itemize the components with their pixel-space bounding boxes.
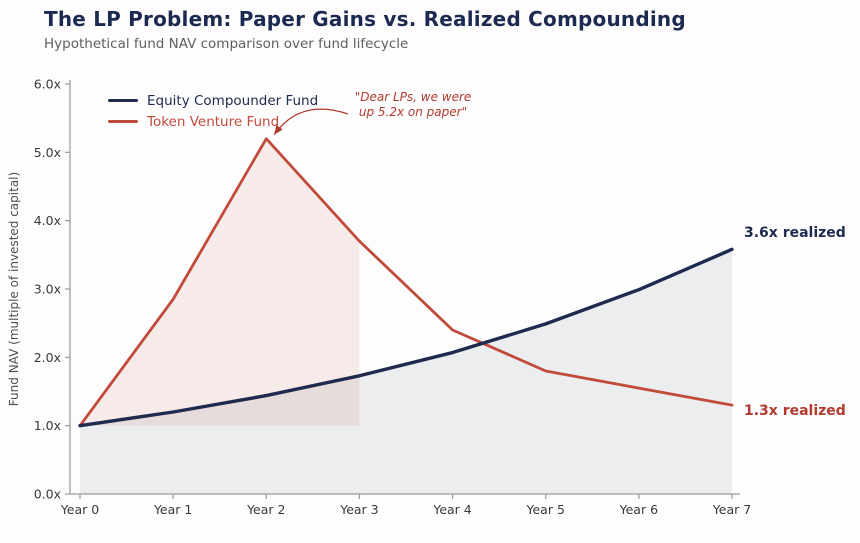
y-tick-label: 5.0x [34, 145, 61, 160]
y-tick-label: 2.0x [34, 350, 61, 365]
equity-fill-area [80, 249, 732, 494]
token-realized-label: 1.3x realized [744, 403, 846, 419]
equity-line-swatch [108, 99, 138, 102]
token-line [78, 137, 734, 428]
token-line-swatch [108, 120, 138, 123]
y-axis-title: Fund NAV (multiple of invested capital) [7, 171, 21, 407]
x-tick-label: Year 4 [432, 502, 471, 517]
y-tick-label: 0.0x [34, 487, 61, 502]
token-fill-area [80, 138, 360, 426]
annotation-line-1: "Dear LPs, we were [354, 90, 472, 104]
x-tick-label: Year 7 [712, 502, 751, 517]
paper-gain-annotation: "Dear LPs, we were up 5.2x on paper" [338, 90, 488, 119]
page-title: The LP Problem: Paper Gains vs. Realized… [44, 7, 686, 31]
y-tick-label: 1.0x [34, 418, 61, 433]
x-tick-label: Year 3 [339, 502, 378, 517]
page-subtitle: Hypothetical fund NAV comparison over fu… [44, 36, 409, 52]
x-tick-label: Year 1 [153, 502, 192, 517]
legend-item-equity-compounder-fund: Equity Compounder Fund [108, 90, 318, 111]
x-tick-label: Year 5 [526, 502, 565, 517]
y-tick-label: 6.0x [34, 77, 61, 92]
annotation-line-2: up 5.2x on paper" [358, 104, 468, 119]
x-tick-label: Year 2 [246, 502, 285, 517]
x-tick-label: Year 6 [619, 502, 658, 517]
chart-legend: Equity Compounder Fund Token Venture Fun… [108, 90, 318, 132]
legend-label-equity: Equity Compounder Fund [147, 92, 319, 109]
equity-realized-label: 3.6x realized [744, 225, 846, 241]
annotation-arrow [273, 108, 349, 136]
legend-label-token: Token Venture Fund [147, 113, 280, 130]
x-tick-label: Year 0 [60, 502, 99, 517]
y-tick-label: 4.0x [34, 213, 61, 228]
equity-line [78, 247, 734, 428]
y-tick-label: 3.0x [34, 282, 61, 297]
legend-item-token-venture-fund: Token Venture Fund [108, 111, 318, 132]
